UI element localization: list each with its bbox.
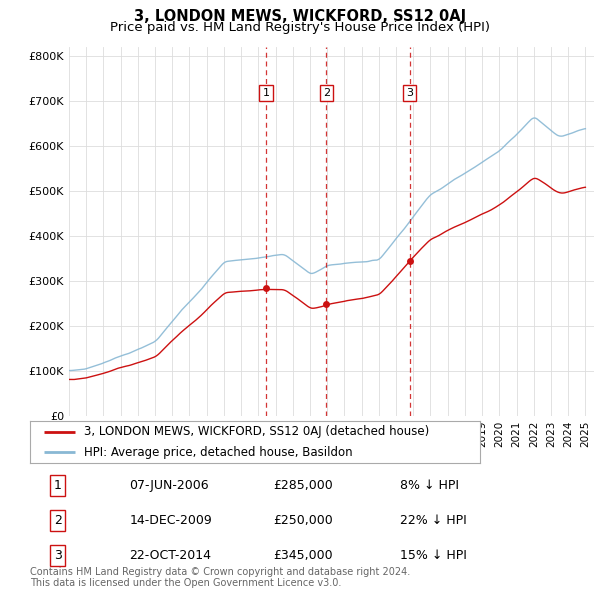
Text: £250,000: £250,000 [273,514,332,527]
Text: 1: 1 [53,479,62,492]
Text: 2: 2 [323,88,330,99]
Text: Price paid vs. HM Land Registry's House Price Index (HPI): Price paid vs. HM Land Registry's House … [110,21,490,34]
Text: 8% ↓ HPI: 8% ↓ HPI [400,479,459,492]
Text: 14-DEC-2009: 14-DEC-2009 [130,514,212,527]
Text: 1: 1 [262,88,269,99]
Text: 15% ↓ HPI: 15% ↓ HPI [400,549,467,562]
Text: 22-OCT-2014: 22-OCT-2014 [130,549,211,562]
Text: £285,000: £285,000 [273,479,332,492]
Text: £345,000: £345,000 [273,549,332,562]
Text: 3: 3 [406,88,413,99]
Text: 22% ↓ HPI: 22% ↓ HPI [400,514,467,527]
Text: 3, LONDON MEWS, WICKFORD, SS12 0AJ (detached house): 3, LONDON MEWS, WICKFORD, SS12 0AJ (deta… [84,425,429,438]
Text: 2: 2 [53,514,62,527]
Text: HPI: Average price, detached house, Basildon: HPI: Average price, detached house, Basi… [84,445,353,458]
Text: 07-JUN-2006: 07-JUN-2006 [130,479,209,492]
Text: 3: 3 [53,549,62,562]
Text: Contains HM Land Registry data © Crown copyright and database right 2024.
This d: Contains HM Land Registry data © Crown c… [30,566,410,588]
Text: 3, LONDON MEWS, WICKFORD, SS12 0AJ: 3, LONDON MEWS, WICKFORD, SS12 0AJ [134,9,466,24]
